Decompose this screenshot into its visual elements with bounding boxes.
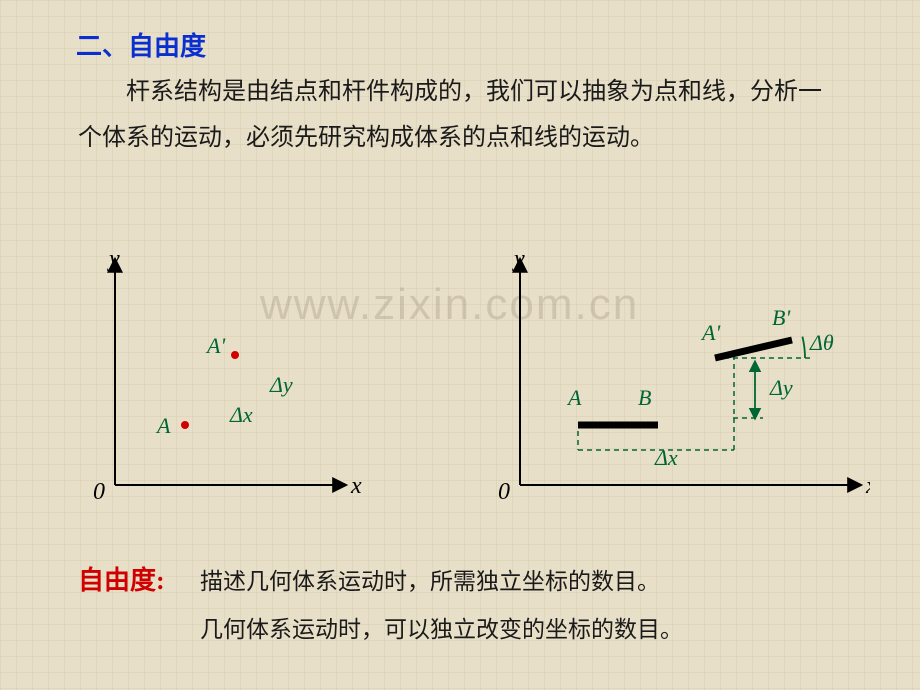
svg-text:A': A' xyxy=(205,333,225,358)
svg-text:x: x xyxy=(865,473,870,499)
svg-text:y: y xyxy=(107,250,120,272)
svg-text:x: x xyxy=(350,473,362,499)
svg-text:A': A' xyxy=(700,320,720,345)
svg-text:Δy: Δy xyxy=(769,375,793,400)
svg-text:B: B xyxy=(638,385,651,410)
diagrams-svg: 0 x y A A' Δx Δy 0 x y A B A' B' Δθ Δy Δx xyxy=(70,250,870,530)
svg-text:y: y xyxy=(512,250,525,272)
svg-text:A: A xyxy=(155,413,171,438)
definition-label: 自由度: xyxy=(78,560,165,597)
body-paragraph: 杆系结构是由结点和杆件构成的，我们可以抽象为点和线，分析一个体系的运动，必须先研… xyxy=(78,70,842,161)
svg-text:Δx: Δx xyxy=(229,402,253,427)
svg-text:0: 0 xyxy=(93,479,105,505)
svg-text:Δy: Δy xyxy=(269,372,293,397)
left-diagram: 0 x y A A' Δx Δy xyxy=(93,250,362,505)
definition-line2: 几何体系运动时，可以独立改变的坐标的数目。 xyxy=(200,610,683,644)
svg-text:B': B' xyxy=(772,305,790,330)
definition-line1: 描述几何体系运动时，所需独立坐标的数目。 xyxy=(200,562,660,596)
svg-text:Δθ: Δθ xyxy=(809,330,834,355)
svg-text:A: A xyxy=(566,385,582,410)
svg-text:Δx: Δx xyxy=(654,445,678,470)
slide: 二、自由度 杆系结构是由结点和杆件构成的，我们可以抽象为点和线，分析一个体系的运… xyxy=(0,0,920,690)
right-diagram: 0 x y A B A' B' Δθ Δy Δx xyxy=(498,250,870,505)
svg-text:0: 0 xyxy=(498,479,510,505)
section-heading: 二、自由度 xyxy=(76,26,206,63)
